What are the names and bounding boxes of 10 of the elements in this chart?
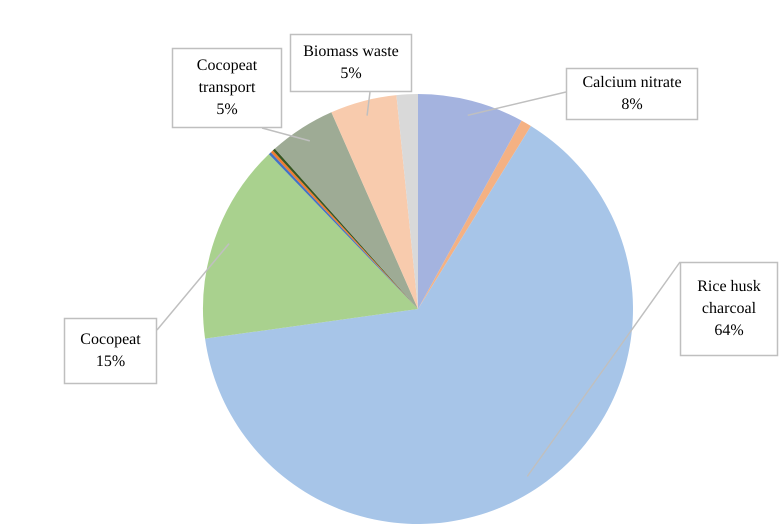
slice-label: Rice husk charcoal <box>697 278 761 318</box>
data-label: 5% <box>340 65 362 82</box>
slice-label: Biomass waste <box>303 43 399 60</box>
slice-label: Cocopeat transport <box>196 57 258 96</box>
data-label: 64% <box>714 322 744 340</box>
slice-label: Calcium nitrate <box>582 74 682 92</box>
data-label: 8% <box>621 96 643 114</box>
data-label: 5% <box>216 101 238 118</box>
data-label: 15% <box>96 353 126 370</box>
slice-label: Cocopeat <box>80 331 142 348</box>
